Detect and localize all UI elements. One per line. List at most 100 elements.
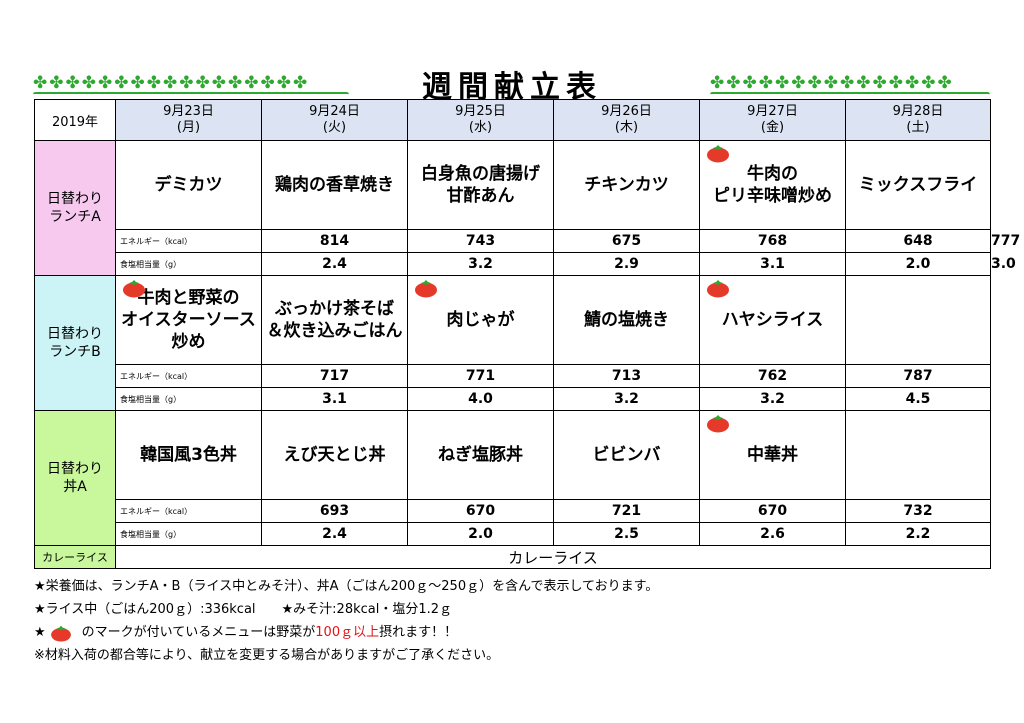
meal-cell: 鶏肉の香草焼き bbox=[261, 140, 408, 230]
salt-value: 4.5 bbox=[845, 387, 991, 411]
category-line: 日替わり bbox=[47, 326, 103, 342]
curry-label: カレーライス bbox=[34, 545, 116, 569]
note-vegetable-mark: ★ のマークが付いているメニューは野菜が100ｇ以上摂れます！！ bbox=[34, 621, 658, 644]
meal-cell: 白身魚の唐揚げ 甘酢あん bbox=[407, 140, 554, 230]
clover-icon: ✤ bbox=[840, 73, 855, 93]
clover-icon: ✤ bbox=[260, 73, 275, 93]
note-star: ★ bbox=[34, 625, 46, 640]
meal-row: 日替わり 丼A 韓国風3色丼 えび天とじ丼 ねぎ塩豚丼 ビビンバ 中華丼 bbox=[34, 410, 991, 546]
meal-cell: ビビンバ bbox=[553, 410, 700, 500]
salt-value: 2.0 bbox=[845, 252, 991, 276]
energy-value: 732 bbox=[845, 499, 991, 523]
salt-value: 2.4 bbox=[261, 252, 408, 276]
day-header: 9月25日 (水) bbox=[407, 99, 554, 141]
tomato-icon bbox=[707, 415, 729, 433]
day-of-week: (土) bbox=[906, 120, 930, 135]
salt-value: 2.6 bbox=[699, 522, 846, 546]
year-label: 2019年 bbox=[34, 99, 116, 141]
day-date: 9月28日 bbox=[892, 104, 944, 119]
day-date: 9月27日 bbox=[747, 104, 798, 119]
meal-name: ミックスフライ bbox=[858, 175, 978, 195]
meal-name: ぶっかけ茶そば bbox=[275, 299, 394, 319]
meal-name: 牛肉と野菜の bbox=[137, 288, 240, 308]
clover-icon: ✤ bbox=[130, 73, 145, 93]
category-line: 日替わり bbox=[47, 191, 103, 207]
clover-icon: ✤ bbox=[163, 73, 178, 93]
meal-cell bbox=[845, 275, 991, 365]
salt-row: 食塩相当量（g） 2.4 2.0 2.5 2.6 2.2 bbox=[35, 522, 991, 546]
energy-row: エネルギー（kcal） 814 743 675 768 648 777 bbox=[35, 229, 1020, 253]
tomato-icon bbox=[707, 145, 729, 163]
salt-value: 3.1 bbox=[261, 387, 408, 411]
clover-border-right: ✤ ✤ ✤ ✤ ✤ ✤ ✤ ✤ ✤ ✤ ✤ ✤ ✤ ✤ ✤ bbox=[710, 70, 952, 96]
salt-value: 2.9 bbox=[553, 252, 700, 276]
meal-cell: ハヤシライス bbox=[699, 275, 846, 365]
meal-name: 中華丼 bbox=[747, 445, 798, 465]
energy-value: 787 bbox=[845, 364, 991, 388]
meal-name-line2: オイスターソース炒め bbox=[121, 310, 256, 352]
clover-icon: ✤ bbox=[921, 73, 936, 93]
day-header: 9月28日 (土) bbox=[845, 99, 991, 141]
category-label: 日替わり 丼A bbox=[34, 410, 116, 546]
category-line: ランチB bbox=[49, 344, 101, 360]
meal-name: 白身魚の唐揚げ bbox=[421, 164, 540, 184]
energy-value: 675 bbox=[553, 229, 700, 253]
clover-icon: ✤ bbox=[49, 73, 64, 93]
salt-value: 3.2 bbox=[699, 387, 846, 411]
tomato-icon bbox=[415, 280, 437, 298]
clover-icon: ✤ bbox=[742, 73, 757, 93]
day-date: 9月25日 bbox=[455, 104, 506, 119]
note-vegetable-highlight: 100ｇ以上 bbox=[315, 625, 380, 640]
date-header-row: 2019年 9月23日 (月) 9月24日 (火) 9月25日 (水) 9月26日 (木… bbox=[34, 99, 991, 141]
clover-icon: ✤ bbox=[293, 73, 308, 93]
energy-value: 693 bbox=[261, 499, 408, 523]
clover-icon: ✤ bbox=[228, 73, 243, 93]
green-underline-right bbox=[710, 92, 990, 97]
energy-value: 768 bbox=[699, 229, 846, 253]
clover-icon: ✤ bbox=[276, 73, 291, 93]
clover-icon: ✤ bbox=[65, 73, 80, 93]
clover-icon: ✤ bbox=[146, 73, 161, 93]
clover-icon: ✤ bbox=[823, 73, 838, 93]
note-rice-miso: ★ライス中（ごはん200ｇ）:336kcal ★みそ汁:28kcal・塩分1.2… bbox=[34, 602, 453, 617]
meal-name: デミカツ bbox=[154, 175, 223, 195]
clover-icon: ✤ bbox=[244, 73, 259, 93]
curry-value: カレーライス bbox=[115, 545, 991, 569]
notes-section: ★栄養価は、ランチA・B（ライス中とみそ汁）、丼A（ごはん200ｇ～250ｇ）を… bbox=[34, 575, 658, 667]
energy-value: 771 bbox=[407, 364, 554, 388]
salt-label: 食塩相当量（g） bbox=[115, 387, 262, 411]
clover-icon: ✤ bbox=[856, 73, 871, 93]
category-line: 日替わり bbox=[47, 461, 103, 477]
clover-icon: ✤ bbox=[905, 73, 920, 93]
note-vegetable-suffix: 摂れます！！ bbox=[379, 625, 458, 640]
meal-name: ハヤシライス bbox=[721, 310, 824, 330]
clover-icon: ✤ bbox=[726, 73, 741, 93]
day-header: 9月26日 (木) bbox=[553, 99, 700, 141]
energy-row: エネルギー（kcal） 717 771 713 762 787 bbox=[35, 364, 991, 388]
meal-cell: 牛肉と野菜の オイスターソース炒め bbox=[115, 275, 262, 365]
day-date: 9月23日 bbox=[163, 104, 214, 119]
green-underline-left bbox=[33, 92, 349, 97]
day-date: 9月26日 bbox=[601, 104, 652, 119]
tomato-icon bbox=[123, 280, 145, 298]
clover-icon: ✤ bbox=[872, 73, 887, 93]
meal-cell: ミックスフライ bbox=[845, 140, 991, 230]
meal-cell: 鯖の塩焼き bbox=[553, 275, 700, 365]
meal-row: 日替わり ランチA デミカツ 鶏肉の香草焼き 白身魚の唐揚げ 甘酢あん チキンカツ 牛肉の ピリ… bbox=[34, 140, 991, 276]
tomato-icon bbox=[707, 280, 729, 298]
day-of-week: (木) bbox=[614, 120, 639, 135]
day-of-week: (水) bbox=[468, 120, 493, 135]
clover-icon: ✤ bbox=[211, 73, 226, 93]
clover-icon: ✤ bbox=[33, 73, 48, 93]
meal-name: 牛肉の bbox=[747, 164, 798, 184]
meal-name: ビビンバ bbox=[592, 445, 661, 465]
clover-icon: ✤ bbox=[98, 73, 113, 93]
meal-cell: ぶっかけ茶そば ＆炊き込みごはん bbox=[261, 275, 408, 365]
meal-name: 鶏肉の香草焼き bbox=[275, 175, 394, 195]
energy-value: 743 bbox=[407, 229, 554, 253]
menu-table: 2019年 9月23日 (月) 9月24日 (火) 9月25日 (水) 9月26日 (木… bbox=[34, 99, 1020, 569]
clover-icon: ✤ bbox=[775, 73, 790, 93]
day-header: 9月24日 (火) bbox=[261, 99, 408, 141]
energy-value: 670 bbox=[407, 499, 554, 523]
curry-row: カレーライス カレーライス bbox=[34, 545, 991, 569]
